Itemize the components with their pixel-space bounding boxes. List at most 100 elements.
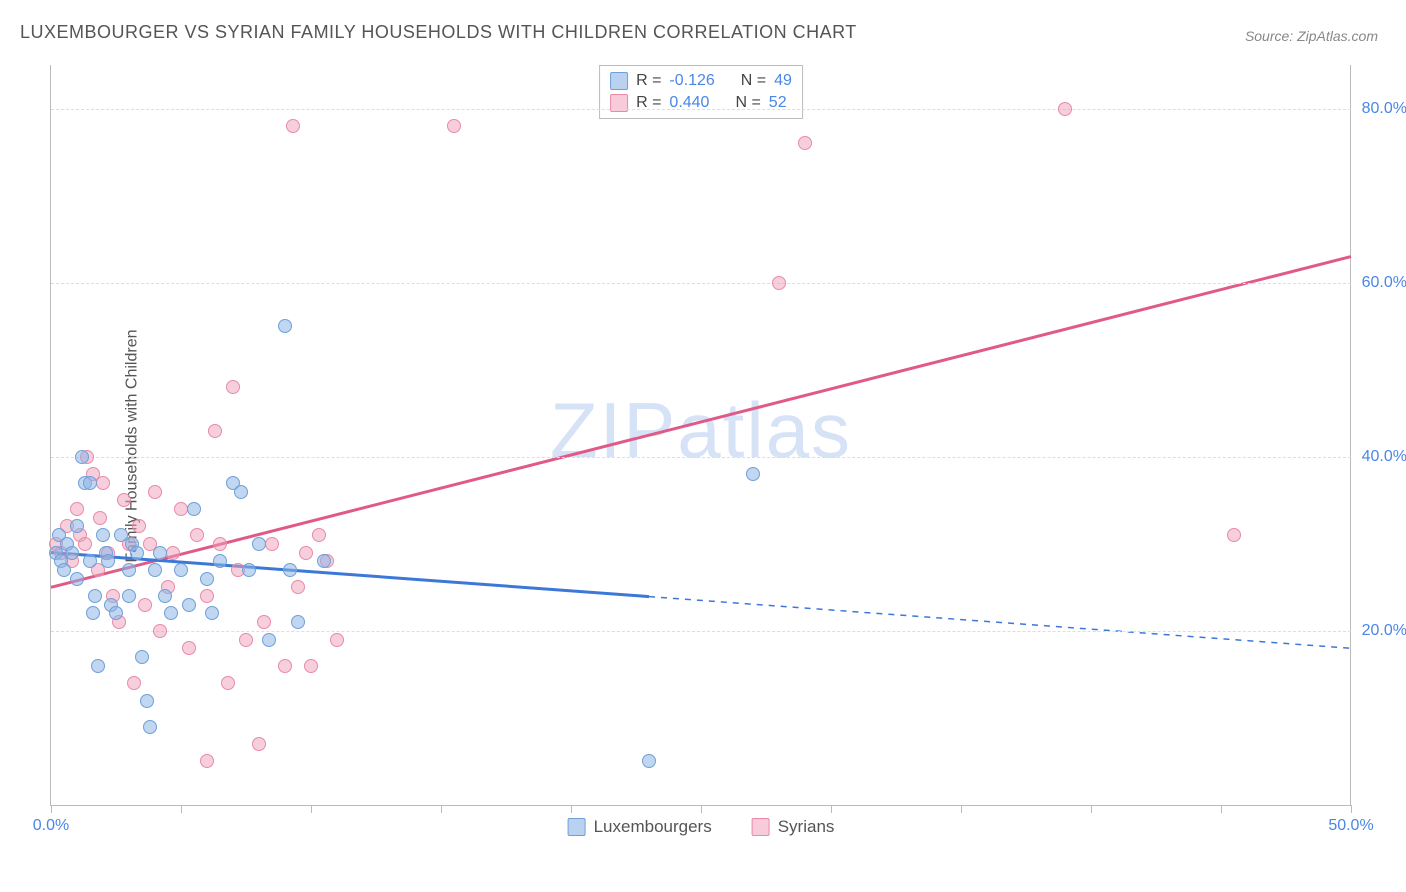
n-value-pink: 52 (769, 92, 787, 114)
data-point (109, 606, 123, 620)
data-point (286, 119, 300, 133)
data-point (70, 519, 84, 533)
data-point (65, 546, 79, 560)
x-tick (51, 805, 52, 813)
correlation-row-pink: R = 0.440 N = 52 (610, 92, 792, 114)
correlation-row-blue: R = -0.126 N = 49 (610, 70, 792, 92)
y-tick-label: 40.0% (1362, 448, 1406, 466)
data-point (190, 528, 204, 542)
grid-line (51, 457, 1351, 458)
data-point (96, 476, 110, 490)
data-point (221, 676, 235, 690)
data-point (772, 276, 786, 290)
data-point (642, 754, 656, 768)
data-point (265, 537, 279, 551)
y-tick-label: 60.0% (1362, 274, 1406, 292)
data-point (158, 589, 172, 603)
plot-area: ZIPatlas R = -0.126 N = 49 R = 0.440 N =… (50, 65, 1351, 806)
x-tick (961, 805, 962, 813)
data-point (174, 502, 188, 516)
data-point (153, 546, 167, 560)
data-point (86, 606, 100, 620)
grid-line (51, 283, 1351, 284)
n-label: N = (741, 70, 766, 92)
data-point (252, 737, 266, 751)
watermark: ZIPatlas (550, 385, 852, 476)
data-point (278, 659, 292, 673)
data-point (252, 537, 266, 551)
data-point (330, 633, 344, 647)
data-point (75, 450, 89, 464)
data-point (174, 563, 188, 577)
y-tick-label: 20.0% (1362, 622, 1406, 640)
r-value-pink: 0.440 (669, 92, 709, 114)
data-point (182, 641, 196, 655)
data-point (262, 633, 276, 647)
data-point (164, 606, 178, 620)
data-point (278, 319, 292, 333)
grid-line (51, 109, 1351, 110)
data-point (78, 537, 92, 551)
data-point (140, 694, 154, 708)
source-prefix: Source: (1245, 28, 1297, 44)
data-point (132, 519, 146, 533)
data-point (798, 136, 812, 150)
trend-lines (51, 65, 1351, 805)
data-point (1058, 102, 1072, 116)
x-tick-label: 50.0% (1328, 817, 1373, 835)
n-value-blue: 49 (774, 70, 792, 92)
data-point (166, 546, 180, 560)
data-point (70, 502, 84, 516)
data-point (200, 589, 214, 603)
data-point (122, 589, 136, 603)
data-point (291, 580, 305, 594)
n-label: N = (735, 92, 760, 114)
right-axis-line (1350, 65, 1351, 805)
r-label: R = (636, 92, 661, 114)
y-tick-label: 80.0% (1362, 100, 1406, 118)
r-value-blue: -0.126 (669, 70, 714, 92)
data-point (447, 119, 461, 133)
x-tick (441, 805, 442, 813)
data-point (130, 546, 144, 560)
data-point (317, 554, 331, 568)
correlation-legend: R = -0.126 N = 49 R = 0.440 N = 52 (599, 65, 803, 119)
data-point (226, 380, 240, 394)
data-point (746, 467, 760, 481)
data-point (57, 563, 71, 577)
data-point (143, 720, 157, 734)
data-point (91, 659, 105, 673)
data-point (304, 659, 318, 673)
legend-item-luxembourgers: Luxembourgers (568, 817, 712, 837)
data-point (257, 615, 271, 629)
x-tick (1221, 805, 1222, 813)
data-point (234, 485, 248, 499)
data-point (242, 563, 256, 577)
data-point (83, 476, 97, 490)
swatch-blue-icon (568, 818, 586, 836)
data-point (213, 537, 227, 551)
data-point (208, 424, 222, 438)
chart-title: LUXEMBOURGER VS SYRIAN FAMILY HOUSEHOLDS… (20, 22, 857, 43)
x-tick (311, 805, 312, 813)
x-tick (1351, 805, 1352, 813)
data-point (83, 554, 97, 568)
x-tick-label: 0.0% (33, 817, 69, 835)
series-legend: Luxembourgers Syrians (568, 817, 835, 837)
watermark-atlas: atlas (677, 386, 852, 474)
data-point (88, 589, 102, 603)
data-point (299, 546, 313, 560)
data-point (213, 554, 227, 568)
x-tick (571, 805, 572, 813)
data-point (182, 598, 196, 612)
data-point (96, 528, 110, 542)
data-point (148, 485, 162, 499)
data-point (239, 633, 253, 647)
data-point (200, 754, 214, 768)
chart-root: LUXEMBOURGER VS SYRIAN FAMILY HOUSEHOLDS… (0, 0, 1406, 892)
data-point (122, 563, 136, 577)
data-point (291, 615, 305, 629)
data-point (200, 572, 214, 586)
data-point (312, 528, 326, 542)
x-tick (831, 805, 832, 813)
